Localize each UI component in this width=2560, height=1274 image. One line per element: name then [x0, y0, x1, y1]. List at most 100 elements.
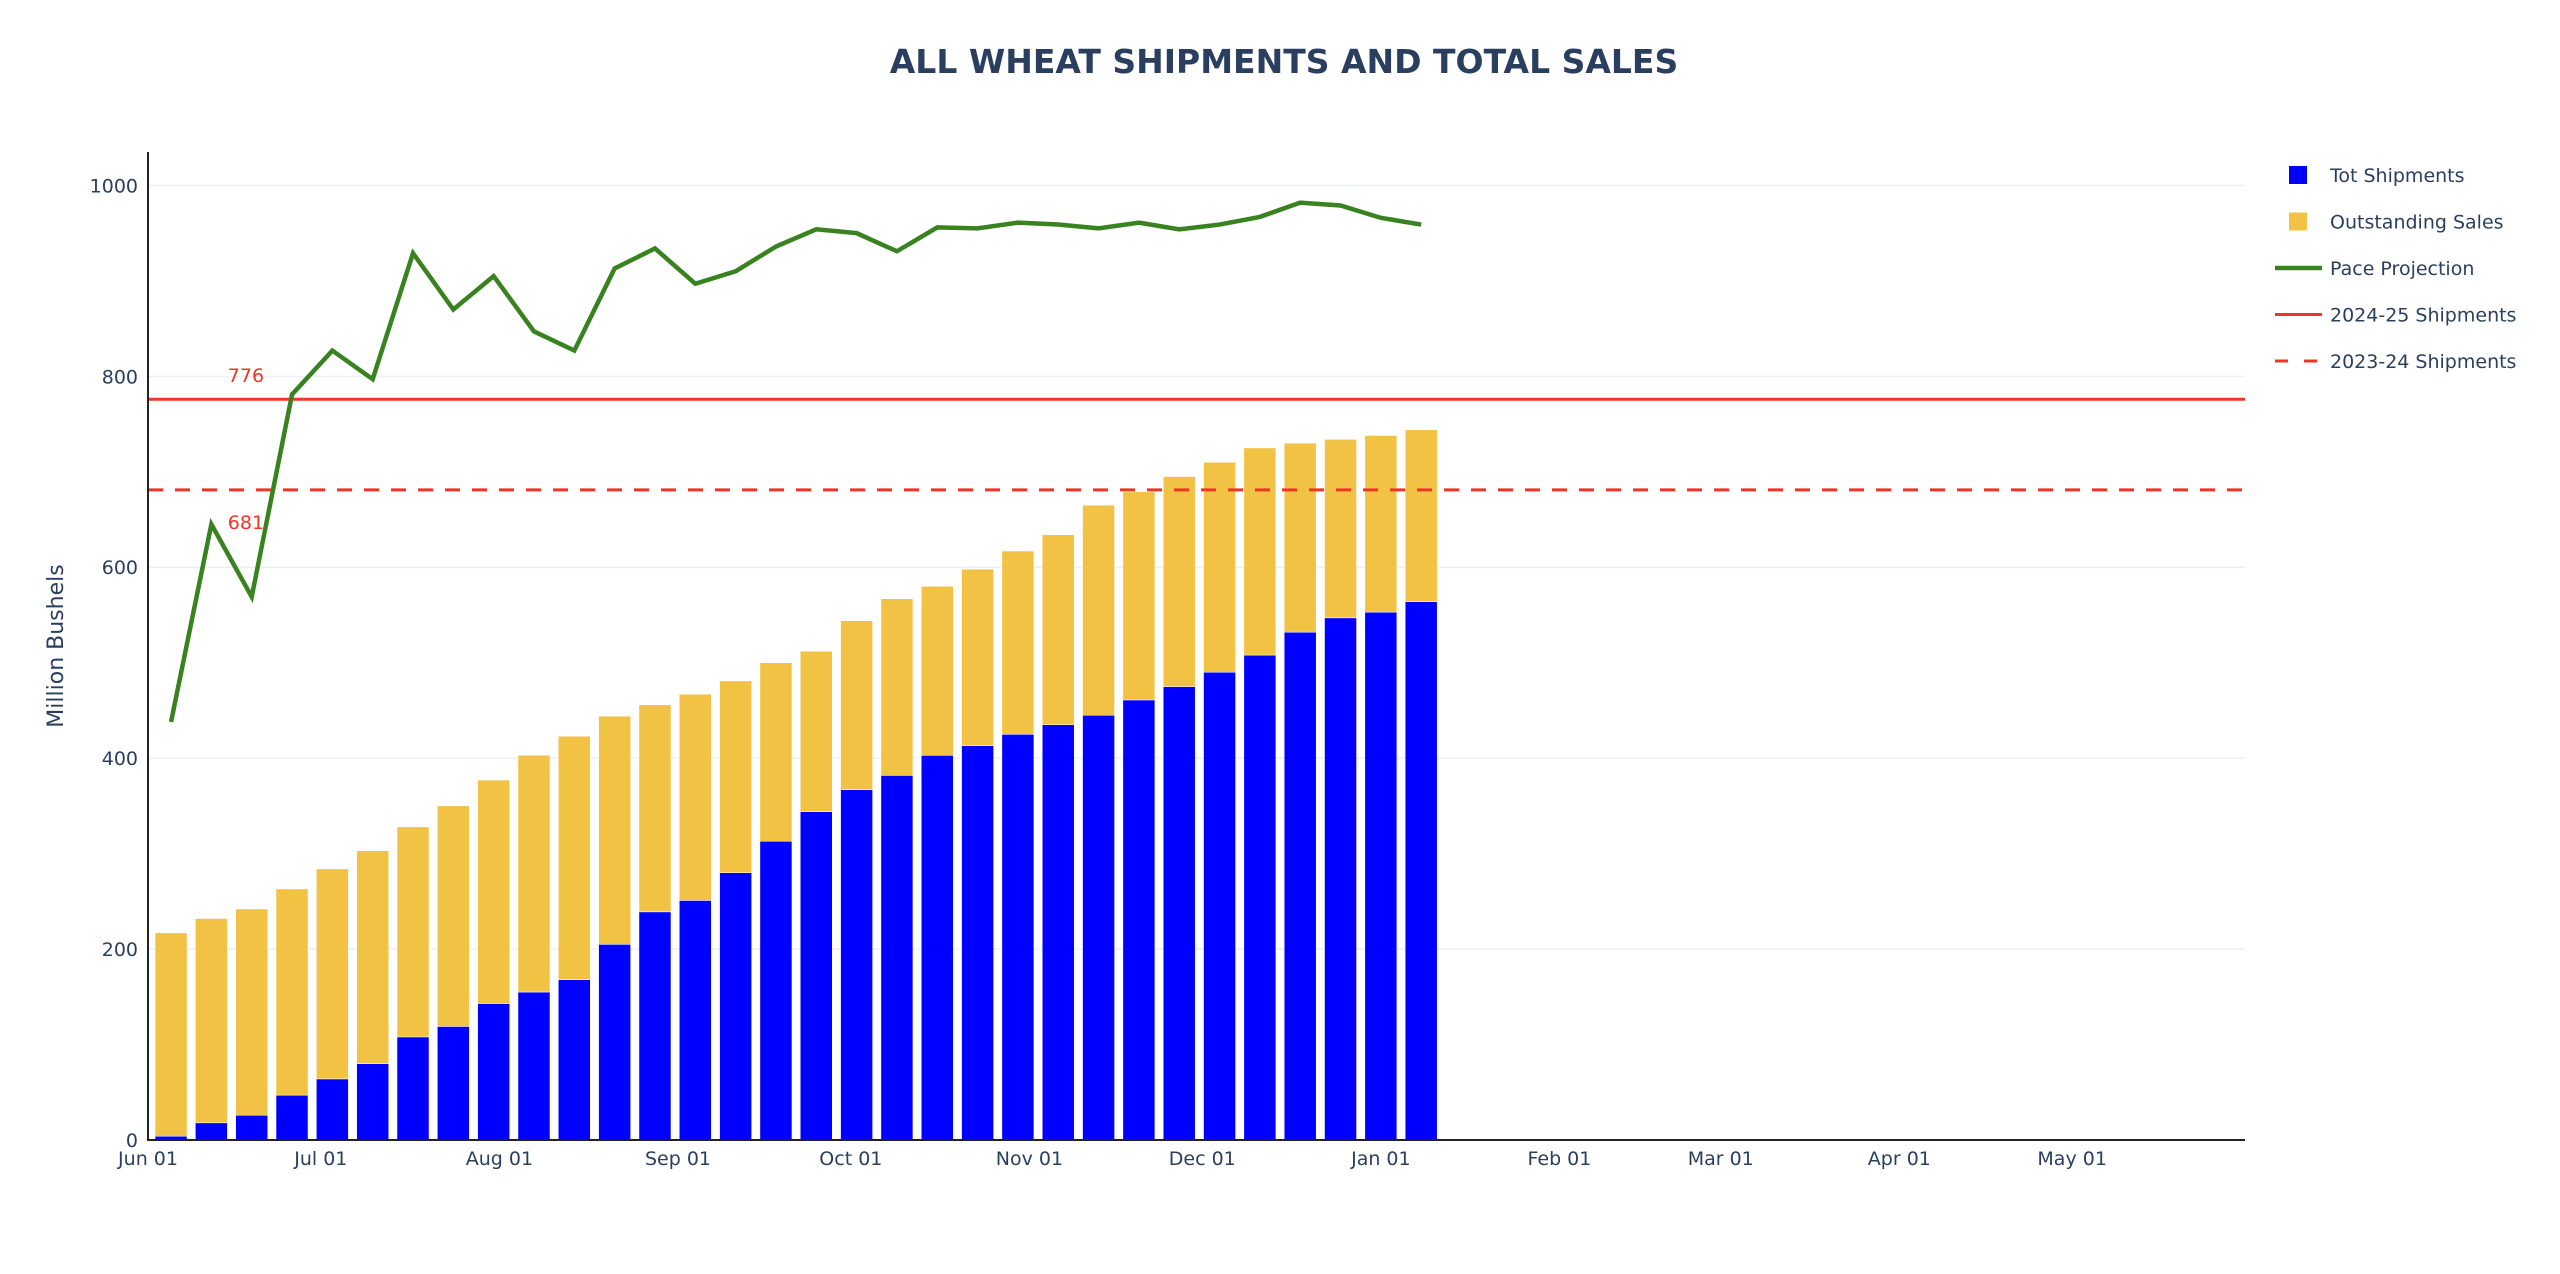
x-tick-label: Jan 01: [1350, 1148, 1411, 1170]
x-tick-label: Jun 01: [117, 1148, 178, 1170]
bar-tot-shipments: [396, 1036, 430, 1141]
legend-pace-projection[interactable]: Pace Projection: [2275, 258, 2474, 280]
x-tick-label: Apr 01: [1868, 1148, 1931, 1170]
bar-outstanding-sales: [1001, 550, 1035, 735]
bar-tot-shipments: [1203, 672, 1236, 1141]
bar-tot-shipments: [961, 745, 994, 1141]
bar-outstanding-sales: [1041, 534, 1075, 726]
annotation-label: 776: [228, 365, 264, 387]
annotation-label: 681: [228, 512, 264, 534]
bar-tot-shipments: [195, 1122, 228, 1141]
bar-outstanding-sales: [1122, 491, 1156, 701]
y-tick-label: 1000: [90, 175, 138, 197]
bar-tot-shipments: [880, 775, 914, 1141]
bar-outstanding-sales: [598, 715, 631, 945]
y-tick-label: 800: [102, 366, 138, 388]
bar-tot-shipments: [1122, 699, 1156, 1141]
bar-tot-shipments: [356, 1063, 389, 1141]
y-tick-label: 200: [102, 939, 138, 961]
x-tick-label: Dec 01: [1169, 1148, 1236, 1170]
bar-tot-shipments: [1283, 631, 1317, 1141]
legend-label: Outstanding Sales: [2330, 212, 2504, 234]
bar-outstanding-sales: [1324, 439, 1357, 619]
bar-tot-shipments: [800, 811, 833, 1141]
bar-tot-shipments: [1404, 601, 1438, 1141]
bar-tot-shipments: [558, 979, 591, 1141]
pace-projection-line: [168, 200, 1422, 723]
bar-outstanding-sales: [437, 805, 470, 1027]
x-tick-label: Jul 01: [293, 1148, 347, 1170]
x-tick-label: Sep 01: [645, 1148, 711, 1170]
bar-tot-shipments: [1041, 724, 1075, 1141]
bar-tot-shipments: [1243, 654, 1277, 1141]
reference-lines: [148, 397, 2245, 492]
y-tick-label: 400: [102, 748, 138, 770]
bar-outstanding-sales: [880, 598, 914, 776]
bar-outstanding-sales: [719, 680, 752, 873]
legend-2023-24-shipments[interactable]: 2023-24 Shipments: [2275, 351, 2516, 373]
bar-tot-shipments: [840, 789, 873, 1141]
bar-tot-shipments: [759, 840, 793, 1141]
legend-swatch-icon: [2289, 166, 2307, 184]
gridlines: [148, 184, 2245, 950]
bar-tot-shipments: [275, 1094, 309, 1141]
bar-outstanding-sales: [1364, 435, 1398, 613]
x-tick-label: Aug 01: [466, 1148, 533, 1170]
legend-label: 2023-24 Shipments: [2330, 351, 2516, 373]
y-tick-label: 600: [102, 557, 138, 579]
x-tick-label: Mar 01: [1688, 1148, 1754, 1170]
bar-outstanding-sales: [840, 620, 873, 790]
bar-tot-shipments: [1082, 714, 1115, 1141]
y-tick-label: 0: [126, 1130, 138, 1152]
bar-outstanding-sales: [961, 568, 994, 747]
bar-outstanding-sales: [154, 932, 188, 1137]
legend-tot-shipments[interactable]: Tot Shipments: [2289, 165, 2465, 187]
bar-tot-shipments: [921, 755, 954, 1141]
bar-outstanding-sales: [396, 826, 430, 1038]
bar-tot-shipments: [437, 1026, 470, 1141]
bars: [154, 429, 1438, 1141]
chart-title: ALL WHEAT SHIPMENTS AND TOTAL SALES: [890, 42, 1679, 81]
bar-tot-shipments: [517, 991, 551, 1141]
bar-outstanding-sales: [679, 693, 712, 901]
pace-line-layer: [168, 200, 1422, 723]
legend-label: Tot Shipments: [2329, 165, 2465, 187]
bar-outstanding-sales: [1243, 447, 1277, 656]
legend-2024-25-shipments[interactable]: 2024-25 Shipments: [2275, 305, 2516, 327]
bar-outstanding-sales: [1404, 429, 1438, 602]
bar-tot-shipments: [598, 944, 631, 1141]
bar-outstanding-sales: [195, 918, 228, 1124]
bar-tot-shipments: [235, 1114, 268, 1141]
bar-outstanding-sales: [1203, 461, 1236, 673]
y-axis-title: Million Bushels: [44, 564, 69, 727]
bar-tot-shipments: [1364, 611, 1398, 1141]
bar-outstanding-sales: [638, 704, 672, 913]
bar-outstanding-sales: [921, 586, 954, 756]
x-tick-label: Nov 01: [996, 1148, 1063, 1170]
bar-tot-shipments: [1162, 686, 1196, 1141]
bar-tot-shipments: [679, 900, 712, 1141]
bar-tot-shipments: [719, 872, 752, 1141]
bar-tot-shipments: [477, 1003, 510, 1141]
bar-outstanding-sales: [235, 908, 268, 1116]
legend-swatch-icon: [2289, 212, 2307, 231]
legend-outstanding-sales[interactable]: Outstanding Sales: [2289, 212, 2504, 234]
x-tick-label: Feb 01: [1528, 1148, 1592, 1170]
x-tick-label: Oct 01: [819, 1148, 882, 1170]
bar-outstanding-sales: [316, 868, 349, 1080]
legend: Tot Shipments Outstanding Sales Pace Proje…: [2275, 165, 2516, 373]
bar-outstanding-sales: [517, 755, 551, 993]
bar-tot-shipments: [1001, 734, 1035, 1141]
bar-tot-shipments: [638, 911, 672, 1141]
bar-outstanding-sales: [356, 850, 389, 1064]
bar-outstanding-sales: [1082, 504, 1115, 716]
bar-outstanding-sales: [1283, 442, 1317, 633]
bar-outstanding-sales: [759, 662, 793, 842]
legend-label: Pace Projection: [2330, 258, 2474, 280]
legend-label: 2024-25 Shipments: [2330, 305, 2516, 327]
annotations: 776 681: [228, 365, 264, 534]
bar-tot-shipments: [316, 1078, 349, 1141]
bar-outstanding-sales: [800, 651, 833, 812]
bar-outstanding-sales: [275, 888, 309, 1096]
